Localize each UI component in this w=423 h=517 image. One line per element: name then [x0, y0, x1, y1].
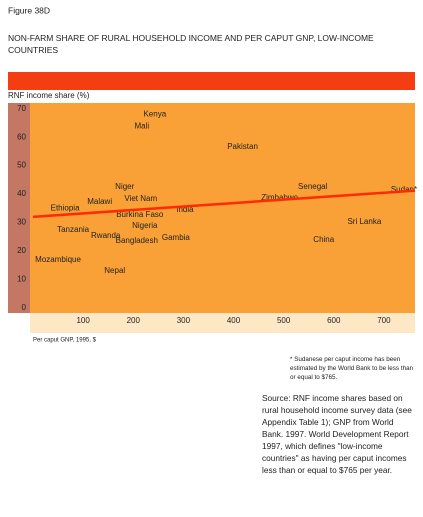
country-point: Rwanda	[91, 231, 121, 240]
y-tick-label: 30	[17, 218, 26, 227]
country-point: Malawi	[87, 197, 112, 206]
y-axis-label: RNF income share (%)	[8, 91, 90, 100]
country-point: Bangladesh	[116, 236, 158, 245]
trend-line	[32, 189, 416, 219]
country-point: Niger	[115, 182, 134, 191]
x-tick-label: 300	[177, 316, 191, 325]
country-point: Pakistan	[227, 142, 258, 151]
country-point: Viet Nam	[124, 194, 157, 203]
plot-area	[30, 103, 415, 313]
country-point: Sri Lanka	[347, 217, 381, 226]
y-axis-band	[8, 103, 30, 313]
x-axis-band	[30, 313, 415, 333]
y-tick-label: 40	[17, 189, 26, 198]
country-point: China	[313, 235, 334, 244]
country-point: Gambia	[162, 233, 191, 242]
y-tick-label: 20	[17, 246, 26, 255]
source-note: Source: RNF income shares based on rural…	[262, 393, 412, 475]
banner	[8, 72, 415, 90]
footnote: * Sudanese per caput income has been est…	[290, 356, 414, 381]
country-point: Kenya	[143, 109, 166, 118]
country-point: Burkina Faso	[116, 210, 164, 219]
country-point: Mozambique	[35, 255, 81, 264]
country-point: Mali	[134, 121, 149, 130]
country-point: India	[176, 205, 194, 214]
x-tick-label: 600	[327, 316, 341, 325]
y-tick-label: 50	[17, 161, 26, 170]
y-tick-label: 70	[17, 104, 26, 113]
x-tick-label: 100	[76, 316, 90, 325]
y-tick-label: 60	[17, 132, 26, 141]
x-axis-label: Per caput GNP, 1995, $	[33, 338, 97, 344]
figure-label: Figure 38D	[8, 5, 50, 15]
country-point: Zimbabwe	[261, 193, 298, 202]
country-point: Nepal	[104, 266, 125, 275]
country-point: Ethiopia	[51, 203, 80, 212]
x-tick-label: 700	[377, 316, 391, 325]
country-point: Nigeria	[132, 221, 158, 230]
country-point: Sudan*	[391, 185, 417, 194]
y-tick-label: 0	[22, 303, 27, 312]
x-tick-label: 200	[127, 316, 141, 325]
x-tick-label: 500	[277, 316, 291, 325]
country-point: Tanzania	[57, 225, 90, 234]
y-tick-label: 10	[17, 275, 26, 284]
x-tick-label: 400	[227, 316, 241, 325]
country-point: Senegal	[298, 182, 328, 191]
chart-title: NON-FARM SHARE OF RURAL HOUSEHOLD INCOME…	[8, 33, 374, 55]
